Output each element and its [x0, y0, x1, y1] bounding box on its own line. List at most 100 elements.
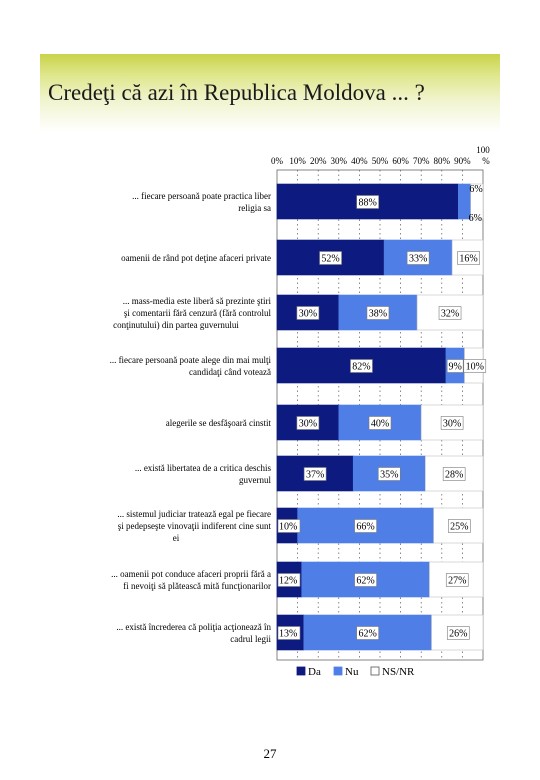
data-label-ns-nr: 10%	[466, 362, 484, 373]
legend-label: Da	[308, 666, 321, 678]
data-label-box	[446, 626, 470, 640]
category-label-line: oamenii de rând pot deţine afaceri priva…	[121, 253, 271, 263]
category-label-line: ei	[173, 533, 180, 543]
category-label: ... există încrederea că poliţia acţione…	[116, 622, 271, 644]
x-tick-label: 20%	[310, 156, 327, 166]
data-label-ns-nr: 6%	[469, 213, 482, 224]
category-label-line: ... există libertatea de a critica desch…	[135, 463, 272, 473]
category-label: ... există libertatea de a critica desch…	[135, 463, 272, 485]
legend-swatch	[296, 666, 306, 676]
x-tick-label: 30%	[331, 156, 348, 166]
page-number: 27	[263, 746, 277, 761]
data-label-box	[463, 359, 487, 373]
category-label-line: ... fiecare persoană poate alege din mai…	[110, 355, 272, 365]
category-label-line: fi nevoiţi să plătească mită funcţionari…	[123, 581, 271, 591]
data-label-nu: 66%	[356, 522, 374, 533]
category-label: ... sistemul judiciar tratează egal pe f…	[117, 509, 271, 543]
category-label-line: alegerile se desfăşoară cinstit	[166, 418, 272, 428]
data-label-nu: 38%	[369, 309, 387, 320]
x-tick-label: 0%	[271, 156, 284, 166]
category-label-line: ... fiecare persoană poate practica libe…	[132, 191, 271, 201]
data-label-nu: 6%	[469, 184, 482, 195]
data-label-da: 88%	[358, 198, 376, 209]
data-label-box	[296, 416, 320, 430]
category-label: ... mass-media este liberă să prezinte ş…	[113, 296, 271, 330]
category-label-line: şi comentarii fără cenzură (fără control…	[124, 308, 272, 318]
data-label-box	[356, 626, 379, 640]
category-label: ... fiecare persoană poate practica libe…	[132, 191, 271, 213]
category-label-line: ... oamenii pot conduce afaceri proprii …	[111, 569, 271, 579]
legend-swatch	[333, 666, 343, 676]
data-label-ns-nr: 28%	[445, 470, 463, 481]
data-label-nu: 33%	[409, 254, 427, 265]
data-label-box	[448, 519, 471, 533]
stacked-bar-chart: 0% 10% 20% 30% 40% 50% 60% 70% 80% 90%100%88%6%6%…	[110, 145, 491, 678]
data-label-da: 30%	[299, 419, 317, 430]
data-label-da: 30%	[299, 309, 317, 320]
category-label-line: conţinutului) din partea guvernului	[113, 320, 239, 330]
category-label: oamenii de rând pot deţine afaceri priva…	[121, 253, 271, 263]
legend-label: Nu	[345, 666, 359, 678]
data-label-da: 12%	[279, 576, 297, 587]
data-label-box	[356, 195, 379, 209]
data-label-ns-nr: 26%	[449, 629, 467, 640]
data-label-box	[442, 467, 466, 481]
title-band	[40, 54, 500, 132]
data-label-da: 82%	[352, 362, 370, 373]
data-label-box	[366, 306, 390, 320]
data-label-box	[354, 573, 377, 587]
data-label-ns-nr: 25%	[450, 522, 468, 533]
data-label-box	[368, 416, 392, 430]
x-tick-label-top: 100	[476, 145, 490, 155]
data-label-box	[406, 251, 430, 265]
data-label-box	[277, 519, 301, 533]
x-tick-label: 40%	[351, 156, 368, 166]
data-label-box	[277, 573, 301, 587]
data-label-nu: 35%	[380, 470, 398, 481]
category-label: ... fiecare persoană poate alege din mai…	[110, 355, 272, 377]
data-label-nu: 62%	[356, 576, 374, 587]
category-label: ... oamenii pot conduce afaceri proprii …	[111, 569, 271, 591]
data-label-ns-nr: 30%	[443, 419, 461, 430]
category-label-line: religia sa	[238, 203, 271, 213]
data-label-box	[319, 251, 342, 265]
bar-ns-nr	[429, 561, 484, 598]
data-label-da: 52%	[321, 254, 339, 265]
category-label-line: ... există încrederea că poliţia acţione…	[116, 622, 271, 632]
data-label-box	[446, 359, 464, 373]
data-label-da: 13%	[279, 629, 297, 640]
category-label-line: guvernul	[239, 475, 271, 485]
data-label-nu: 40%	[371, 419, 389, 430]
data-label-nu: 62%	[358, 629, 376, 640]
bar-ns-nr	[470, 183, 484, 220]
x-tick-label-bottom: %	[482, 156, 490, 166]
slide-title: Credeţi că azi în Republica Moldova ... …	[48, 80, 425, 105]
legend-swatch	[370, 666, 380, 676]
data-label-box	[377, 467, 401, 481]
x-tick-label: 70%	[413, 156, 430, 166]
data-label-box	[350, 359, 373, 373]
data-label-box	[277, 626, 301, 640]
data-label-ns-nr: 32%	[441, 309, 459, 320]
x-tick-label: 90%	[454, 156, 471, 166]
category-label: alegerile se desfăşoară cinstit	[166, 418, 272, 428]
legend-label: NS/NR	[382, 666, 415, 678]
x-tick-label: 10%	[289, 156, 306, 166]
x-tick-label: 60%	[392, 156, 409, 166]
data-label-da: 37%	[306, 470, 324, 481]
category-label-line: candidaţi când votează	[189, 367, 271, 377]
data-label-box	[354, 519, 377, 533]
category-label-line: şi pedepseşte vinovaţii indiferent cine …	[118, 521, 272, 531]
data-label-box	[303, 467, 327, 481]
data-label-box	[440, 416, 464, 430]
data-label-box	[438, 306, 462, 320]
data-label-box	[445, 573, 469, 587]
category-label-line: ... mass-media este liberă să prezinte ş…	[123, 296, 272, 306]
data-label-ns-nr: 16%	[459, 254, 477, 265]
data-label-box	[296, 306, 320, 320]
x-tick-label: 80%	[434, 156, 451, 166]
data-label-nu: 9%	[449, 362, 462, 373]
category-label-line: cadrul legii	[230, 634, 271, 644]
category-label-line: ... sistemul judiciar tratează egal pe f…	[117, 509, 271, 519]
x-tick-label: 50%	[372, 156, 389, 166]
